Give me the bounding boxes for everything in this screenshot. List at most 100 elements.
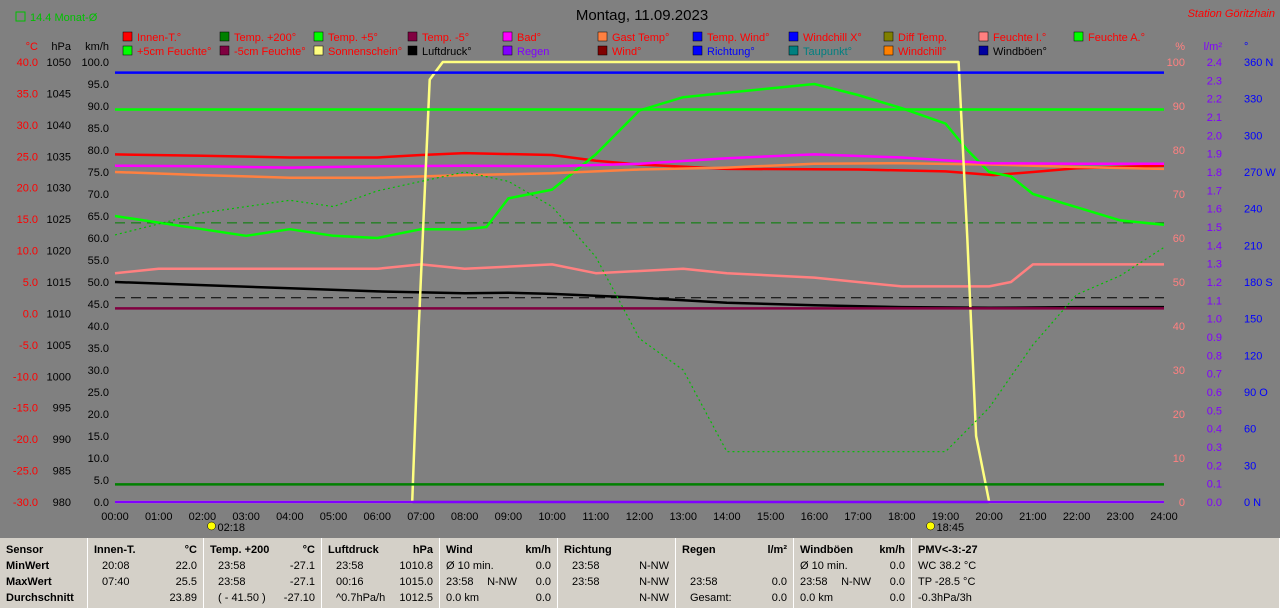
row-label-min: MinWert xyxy=(6,560,50,572)
axis-tick-label: 0.5 xyxy=(1207,405,1222,417)
stats-cell: 23:58 0.0 xyxy=(690,576,787,588)
legend-swatch[interactable] xyxy=(122,31,133,42)
axis-tick-label: 120 xyxy=(1244,350,1262,362)
axis-tick-label: 5.0 xyxy=(94,475,109,487)
axis-tick-label: 1.7 xyxy=(1207,185,1222,197)
axis-tick-label: 15.0 xyxy=(88,431,109,443)
x-tick-label: 02:00 xyxy=(189,511,217,523)
axis-tick-label: 40.0 xyxy=(88,321,109,333)
axis-tick-label: 2.2 xyxy=(1207,94,1222,106)
stats-column-title: Windböen xyxy=(800,544,854,556)
legend-swatch[interactable] xyxy=(692,45,703,56)
legend-label: Bad° xyxy=(517,32,541,44)
series-line xyxy=(114,161,1165,179)
stats-column-unit: km/h xyxy=(879,544,905,556)
legend-swatch[interactable] xyxy=(1073,31,1084,42)
axis-tick-label: 30.0 xyxy=(17,120,38,132)
axis-tick-label: -15.0 xyxy=(13,403,38,415)
axis-tick-label: 90.0 xyxy=(88,101,109,113)
legend-label: Regen xyxy=(517,46,549,58)
stats-cell: WC 38.2 °C xyxy=(918,560,977,572)
legend-swatch[interactable] xyxy=(313,45,324,56)
legend-label: Windchill X° xyxy=(803,32,862,44)
stats-column: Luftdruck hPa 23:58 1010.8 00:16 1015.0 ^0.7hP… xyxy=(322,538,440,608)
stats-cell: 23.89 xyxy=(169,592,197,604)
axis-tick-label: 40.0 xyxy=(17,57,38,69)
stats-cell: 23:58 1010.8 xyxy=(336,560,433,572)
legend-swatch[interactable] xyxy=(313,31,324,42)
monthly-avg-checkbox[interactable] xyxy=(15,11,26,22)
axis-tick-label: 0.0 xyxy=(23,308,38,320)
legend-label: Diff Temp. xyxy=(898,32,947,44)
axis-tick-label: 985 xyxy=(53,466,71,478)
x-tick-label: 01:00 xyxy=(145,511,173,523)
legend-swatch[interactable] xyxy=(788,45,799,56)
legend-swatch[interactable] xyxy=(597,31,608,42)
stats-cell: 23:58 N-NW 0.0 xyxy=(800,576,905,588)
axis-tick-label: 0.9 xyxy=(1207,332,1222,344)
stats-column-title: Innen-T. xyxy=(94,544,136,556)
legend-swatch[interactable] xyxy=(407,31,418,42)
axis-tick-label: 1.9 xyxy=(1207,149,1222,161)
x-tick-label: 20:00 xyxy=(975,511,1003,523)
stats-cell: 00:16 1015.0 xyxy=(336,576,433,588)
axis-tick-label: 35.0 xyxy=(17,88,38,100)
axis-unit-label: % xyxy=(1175,41,1185,53)
stats-column-title: Regen xyxy=(682,544,716,556)
stats-cell: 20:08 22.0 xyxy=(102,560,197,572)
stats-column-unit: km/h xyxy=(525,544,551,556)
legend-swatch[interactable] xyxy=(883,31,894,42)
stats-cell: ^0.7hPa/h 1012.5 xyxy=(336,592,433,604)
axis-tick-label: 25.0 xyxy=(17,151,38,163)
series-line xyxy=(115,60,1164,504)
axis-tick-label: -25.0 xyxy=(13,466,38,478)
legend-swatch[interactable] xyxy=(502,31,513,42)
x-tick-label: 13:00 xyxy=(669,511,697,523)
x-tick-label: 22:00 xyxy=(1063,511,1091,523)
legend-swatch[interactable] xyxy=(978,31,989,42)
x-tick-label: 07:00 xyxy=(407,511,435,523)
legend-swatch[interactable] xyxy=(502,45,513,56)
axis-tick-label: 85.0 xyxy=(88,123,109,135)
axis-tick-label: 330 xyxy=(1244,94,1262,106)
stats-column: Richtung 23:58 N-NW 23:58 N-NW N-NW xyxy=(558,538,676,608)
series-line xyxy=(114,153,1164,169)
axis-tick-label: 360 N xyxy=(1244,57,1273,69)
legend-label: Feuchte A.° xyxy=(1088,32,1145,44)
axis-tick-label: 980 xyxy=(53,497,71,509)
axis-tick-label: 995 xyxy=(53,403,71,415)
axis-tick-label: 1.5 xyxy=(1207,222,1222,234)
x-tick-label: 06:00 xyxy=(363,511,391,523)
axis-tick-label: 1030 xyxy=(47,183,71,195)
legend-label: Taupunkt° xyxy=(803,46,852,58)
legend-swatch[interactable] xyxy=(788,31,799,42)
legend-swatch[interactable] xyxy=(597,45,608,56)
axis-tick-label: 75.0 xyxy=(88,167,109,179)
legend-swatch[interactable] xyxy=(219,31,230,42)
axis-tick-label: 60.0 xyxy=(88,233,109,245)
legend-swatch[interactable] xyxy=(883,45,894,56)
axis-tick-label: 0.6 xyxy=(1207,387,1222,399)
axis-tick-label: 30 xyxy=(1244,460,1256,472)
axis-tick-label: 0 xyxy=(1179,497,1185,509)
axis-tick-label: 1.0 xyxy=(1207,314,1222,326)
legend-label: -5cm Feuchte° xyxy=(234,46,306,58)
legend-swatch[interactable] xyxy=(219,45,230,56)
legend-swatch[interactable] xyxy=(407,45,418,56)
stats-column-unit: °C xyxy=(184,544,197,556)
stats-column: Regen l/m² 23:58 0.0 Gesamt: 0.0 xyxy=(676,538,794,608)
axis-tick-label: 35.0 xyxy=(88,343,109,355)
axis-tick-label: 1005 xyxy=(47,340,71,352)
stats-cell: 23:58 N-NW xyxy=(572,576,669,588)
legend-swatch[interactable] xyxy=(978,45,989,56)
axis-tick-label: 210 xyxy=(1244,240,1262,252)
stats-cell: Ø 10 min. 0.0 xyxy=(446,560,551,572)
legend-swatch[interactable] xyxy=(692,31,703,42)
legend-swatch[interactable] xyxy=(122,45,133,56)
x-tick-label: 16:00 xyxy=(801,511,829,523)
legend-label: Gast Temp° xyxy=(612,32,669,44)
axis-tick-label: 10.0 xyxy=(88,453,109,465)
axis-tick-label: 1.6 xyxy=(1207,204,1222,216)
axis-tick-label: 0.0 xyxy=(94,497,109,509)
legend-label: Luftdruck° xyxy=(422,46,472,58)
